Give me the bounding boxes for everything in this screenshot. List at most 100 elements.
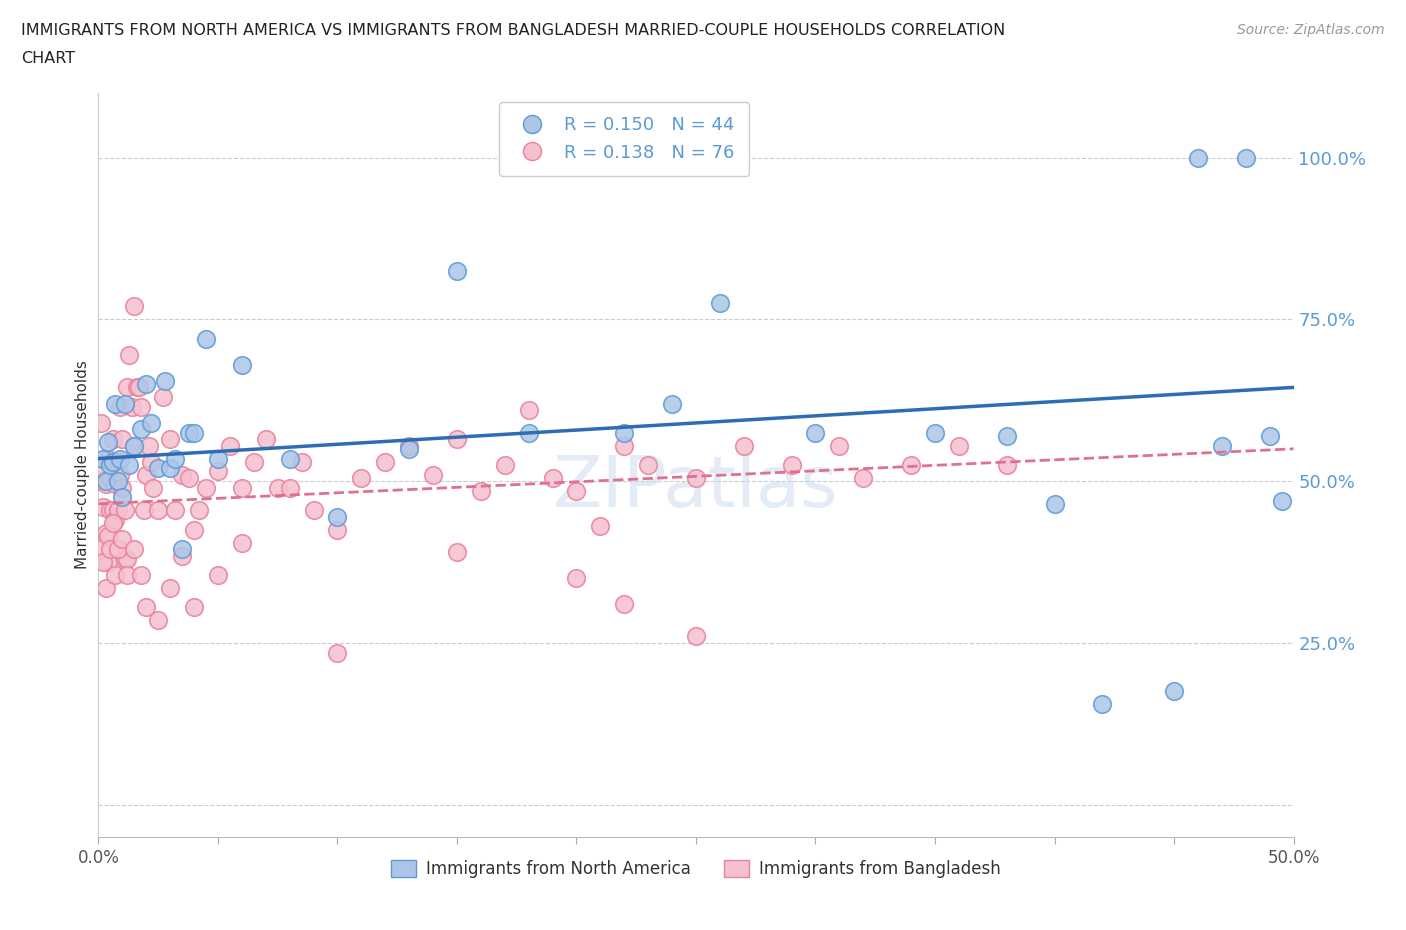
Point xyxy=(350,471,373,485)
Point xyxy=(254,432,277,446)
Point xyxy=(114,503,136,518)
Point xyxy=(613,425,636,440)
Point xyxy=(326,510,349,525)
Point xyxy=(107,473,129,488)
Point xyxy=(94,525,117,540)
Point xyxy=(90,416,112,431)
Point xyxy=(98,458,122,472)
Point xyxy=(131,399,153,414)
Point xyxy=(637,458,659,472)
Point xyxy=(94,477,117,492)
Point xyxy=(231,480,253,495)
Point xyxy=(148,460,170,475)
Point xyxy=(183,425,205,440)
Point xyxy=(685,471,707,485)
Point xyxy=(124,541,146,556)
Point xyxy=(398,438,420,453)
Point xyxy=(91,451,114,466)
Point xyxy=(148,503,170,518)
Point xyxy=(101,455,124,470)
Point xyxy=(1187,151,1209,166)
Point xyxy=(111,480,134,495)
Point xyxy=(661,396,683,411)
Point xyxy=(291,455,314,470)
Point xyxy=(135,467,157,482)
Point xyxy=(115,380,138,395)
Point xyxy=(90,473,112,488)
Point xyxy=(104,567,127,582)
Point xyxy=(267,480,290,495)
Point xyxy=(97,554,120,569)
Point xyxy=(195,331,218,346)
Point xyxy=(115,567,138,582)
Point xyxy=(111,532,134,547)
Point xyxy=(948,438,970,453)
Point xyxy=(1211,438,1233,453)
Point xyxy=(114,551,136,566)
Point xyxy=(121,399,143,414)
Point xyxy=(207,464,229,479)
Point xyxy=(124,299,146,314)
Point xyxy=(152,390,174,405)
Point xyxy=(124,438,146,453)
Point xyxy=(374,455,396,470)
Point xyxy=(94,473,117,488)
Point xyxy=(565,571,588,586)
Point xyxy=(97,451,120,466)
Point xyxy=(172,548,194,563)
Point xyxy=(804,425,827,440)
Point xyxy=(900,458,922,472)
Point xyxy=(163,503,186,518)
Point xyxy=(183,600,205,615)
Point xyxy=(179,471,201,485)
Point xyxy=(124,438,146,453)
Text: IMMIGRANTS FROM NORTH AMERICA VS IMMIGRANTS FROM BANGLADESH MARRIED-COUPLE HOUSE: IMMIGRANTS FROM NORTH AMERICA VS IMMIGRA… xyxy=(21,23,1005,38)
Point xyxy=(494,458,516,472)
Point xyxy=(995,458,1018,472)
Point xyxy=(207,567,229,582)
Point xyxy=(163,451,186,466)
Point xyxy=(852,471,875,485)
Point xyxy=(98,503,122,518)
Point xyxy=(302,503,325,518)
Point xyxy=(155,374,177,389)
Point xyxy=(118,348,141,363)
Point xyxy=(446,432,468,446)
Point xyxy=(231,357,253,372)
Point xyxy=(613,597,636,612)
Point xyxy=(828,438,851,453)
Point xyxy=(101,503,124,518)
Point xyxy=(132,503,155,518)
Point xyxy=(101,516,124,531)
Point xyxy=(709,296,731,311)
Point xyxy=(243,455,266,470)
Point xyxy=(207,451,229,466)
Legend: Immigrants from North America, Immigrants from Bangladesh: Immigrants from North America, Immigrant… xyxy=(384,853,1008,884)
Point xyxy=(517,403,540,418)
Point xyxy=(195,480,218,495)
Point xyxy=(278,451,301,466)
Point xyxy=(114,396,136,411)
Text: ZIPatlas: ZIPatlas xyxy=(553,453,839,522)
Point xyxy=(111,490,134,505)
Point xyxy=(101,432,124,446)
Point xyxy=(139,416,162,431)
Point xyxy=(91,460,114,475)
Point xyxy=(172,467,194,482)
Point xyxy=(107,455,129,470)
Point xyxy=(159,580,181,595)
Point xyxy=(231,535,253,550)
Point xyxy=(139,455,162,470)
Point xyxy=(422,467,444,482)
Point xyxy=(98,541,122,556)
Point xyxy=(1234,151,1257,166)
Point xyxy=(159,460,181,475)
Point xyxy=(128,380,150,395)
Point xyxy=(172,541,194,556)
Point xyxy=(97,435,120,450)
Point xyxy=(326,645,349,660)
Point xyxy=(685,629,707,644)
Point xyxy=(108,467,131,482)
Point xyxy=(995,429,1018,444)
Point xyxy=(613,438,636,453)
